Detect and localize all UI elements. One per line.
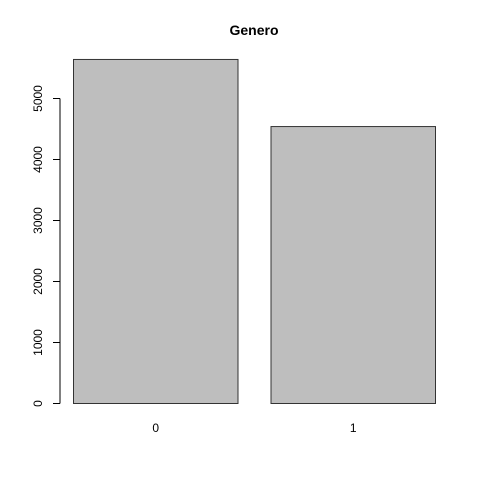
y-tick-label: 0 bbox=[31, 400, 45, 407]
bar-1 bbox=[270, 126, 436, 404]
bar-0 bbox=[73, 58, 239, 405]
x-tick-label: 0 bbox=[152, 421, 159, 435]
y-tick-label: 2000 bbox=[31, 268, 45, 295]
y-axis: 0 1000 2000 3000 4000 5000 bbox=[31, 85, 61, 407]
chart-title: Genero bbox=[229, 22, 278, 38]
y-tick-label: 3000 bbox=[31, 207, 45, 234]
y-tick-label: 1000 bbox=[31, 329, 45, 356]
bars bbox=[73, 58, 436, 405]
y-tick-label: 4000 bbox=[31, 146, 45, 173]
y-tick-label: 5000 bbox=[31, 85, 45, 112]
x-tick-label: 1 bbox=[350, 421, 357, 435]
